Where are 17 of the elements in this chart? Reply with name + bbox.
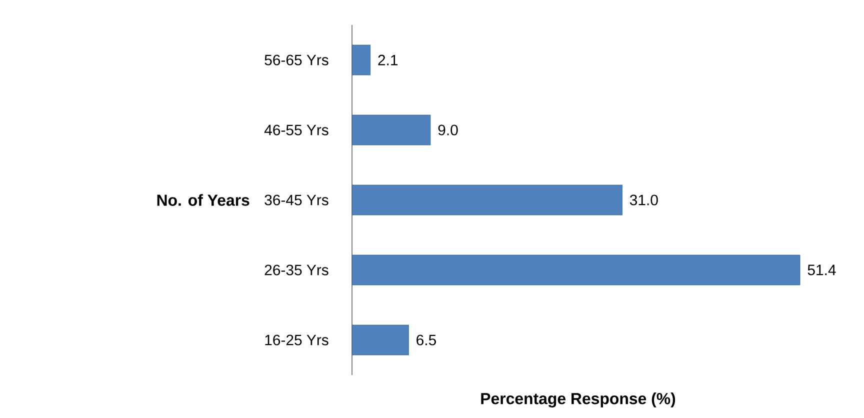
- y-tick-label: 26-35 Yrs: [264, 264, 328, 276]
- bar: [352, 44, 371, 76]
- y-tick-label: 56-65 Yrs: [264, 54, 328, 66]
- data-label: 51.4: [808, 264, 836, 276]
- bar: [352, 324, 409, 356]
- y-axis-title: No. of Years: [157, 194, 250, 206]
- data-label: 2.1: [378, 54, 398, 66]
- y-tick-label: 36-45 Yrs: [264, 194, 328, 206]
- data-label: 6.5: [416, 334, 436, 346]
- y-tick-label: 46-55 Yrs: [264, 124, 328, 136]
- bar: [352, 254, 800, 286]
- x-axis-title: Percentage Response (%): [481, 392, 676, 408]
- bar: [352, 184, 622, 216]
- y-tick-label: 16-25 Yrs: [265, 334, 328, 346]
- bar: [352, 114, 431, 146]
- data-label: 31.0: [630, 194, 658, 206]
- data-label: 9.0: [438, 124, 458, 136]
